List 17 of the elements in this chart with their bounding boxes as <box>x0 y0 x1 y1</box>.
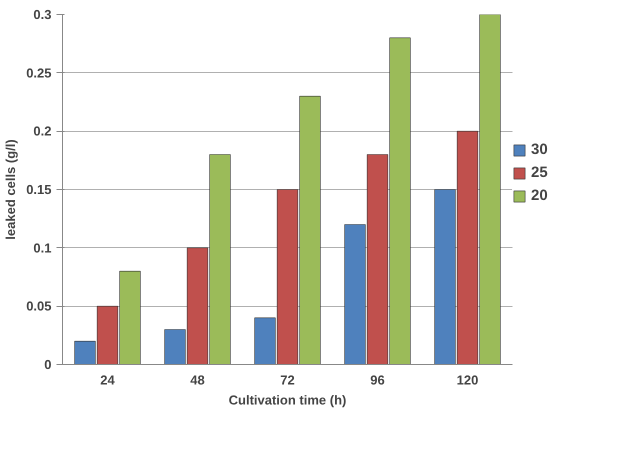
y-tick-label: 0.1 <box>33 240 52 256</box>
y-axis-title: leaked cells (g/l) <box>3 139 18 240</box>
legend-label: 25 <box>531 164 549 181</box>
y-tick-label: 0 <box>44 357 52 372</box>
y-tick-label: 0.3 <box>33 7 52 22</box>
x-tick-label: 24 <box>100 372 116 388</box>
y-tick-label: 0.2 <box>33 124 52 139</box>
x-tick-label: 120 <box>456 372 478 388</box>
x-tick-label: 96 <box>370 372 385 388</box>
y-tick-label: 0.05 <box>26 298 52 314</box>
legend-label: 30 <box>531 141 549 158</box>
legend-label: 20 <box>531 187 549 204</box>
y-tick-label: 0.25 <box>26 65 52 80</box>
x-axis-title: Cultivation time (h) <box>228 392 346 408</box>
x-tick-label: 72 <box>280 372 295 388</box>
x-tick-label: 48 <box>190 372 205 388</box>
y-tick-label: 0.15 <box>26 182 52 197</box>
